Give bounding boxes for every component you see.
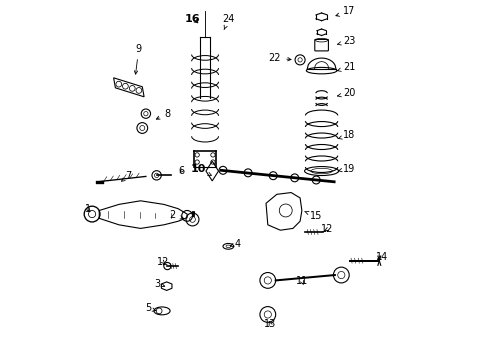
Text: 20: 20 [337, 88, 355, 98]
Text: 17: 17 [335, 6, 355, 17]
Text: 18: 18 [337, 130, 355, 140]
Text: 10: 10 [190, 164, 211, 175]
Text: 22: 22 [268, 53, 290, 63]
Text: 23: 23 [337, 36, 355, 46]
Text: 15: 15 [304, 211, 322, 221]
Text: 11: 11 [295, 276, 307, 286]
Text: 12: 12 [156, 257, 168, 267]
Text: 24: 24 [222, 14, 234, 30]
Text: 14: 14 [376, 252, 388, 262]
Text: 19: 19 [337, 163, 355, 174]
Text: 8: 8 [156, 109, 170, 119]
Text: 9: 9 [134, 44, 142, 74]
Text: 13: 13 [264, 319, 276, 329]
Text: 2: 2 [169, 210, 183, 220]
Text: 7: 7 [121, 171, 131, 181]
Text: 12: 12 [320, 225, 332, 234]
Text: 1: 1 [84, 204, 91, 214]
Text: 5: 5 [145, 303, 156, 314]
Text: 21: 21 [337, 62, 355, 72]
Text: 4: 4 [230, 239, 240, 249]
Text: 6: 6 [178, 166, 184, 176]
Text: 16: 16 [184, 14, 200, 24]
Text: 3: 3 [154, 279, 164, 289]
